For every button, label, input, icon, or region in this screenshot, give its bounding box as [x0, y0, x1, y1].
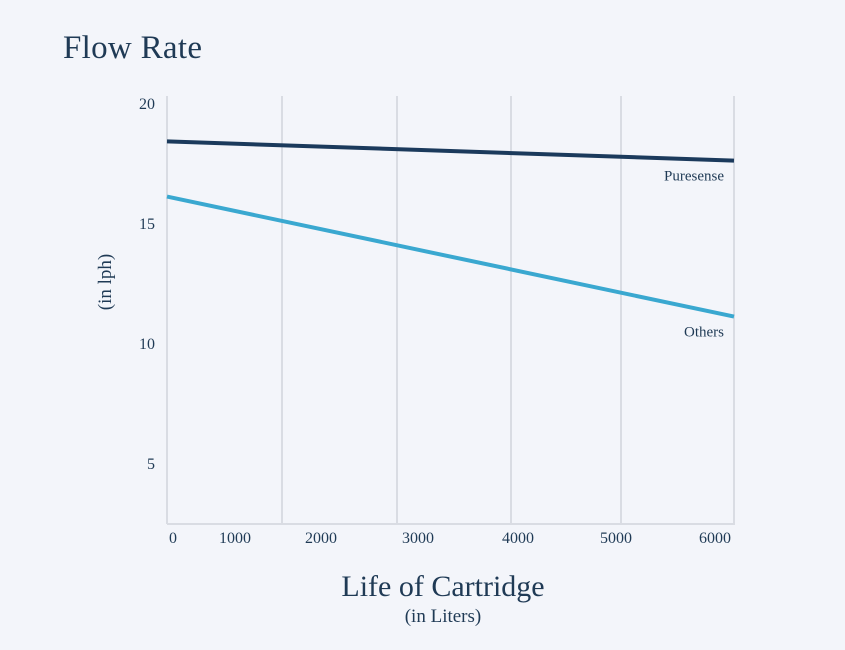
series-label-others: Others: [684, 325, 724, 341]
y-tick-label: 20: [139, 96, 155, 113]
x-tick-label: 5000: [600, 530, 632, 547]
y-tick-label: 5: [147, 456, 155, 473]
x-tick-label: 3000: [402, 530, 434, 547]
x-tick-label: 0: [169, 530, 177, 547]
x-axis-sublabel: (in Liters): [404, 606, 482, 627]
x-tick-label: 6000: [699, 530, 731, 547]
y-tick-label: 15: [139, 216, 155, 233]
series-label-puresense: Puresense: [664, 169, 724, 185]
series-lines: [166, 139, 735, 319]
x-tick-label: 1000: [219, 530, 251, 547]
series-labels: Puresense Others: [664, 169, 724, 341]
x-axis-ticks: 0 1000 2000 3000 4000 5000 6000: [169, 530, 731, 547]
gridlines: [166, 96, 735, 525]
y-axis-ticks: 20 15 10 5: [139, 96, 155, 473]
series-line-puresense: [166, 139, 735, 163]
chart-title: Flow Rate: [63, 30, 203, 66]
x-tick-label: 4000: [502, 530, 534, 547]
y-axis-label: (in lph): [95, 254, 116, 310]
y-tick-label: 10: [139, 336, 155, 353]
x-axis-label: Life of Cartridge: [341, 570, 545, 603]
x-tick-label: 2000: [305, 530, 337, 547]
series-line-others: [166, 194, 735, 319]
